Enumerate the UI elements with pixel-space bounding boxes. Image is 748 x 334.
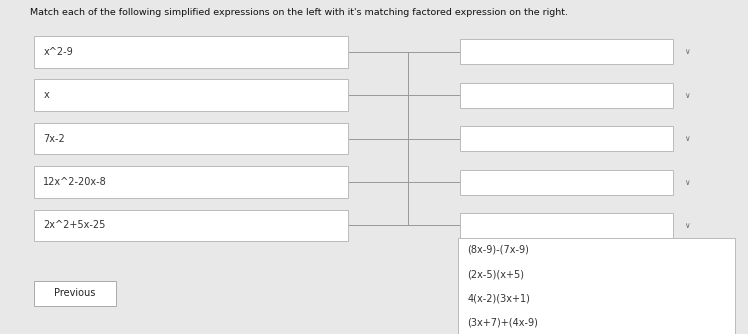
Text: 4(x-2)(3x+1): 4(x-2)(3x+1) bbox=[468, 293, 530, 303]
Text: 12x^2-20x-8: 12x^2-20x-8 bbox=[43, 177, 107, 187]
Text: 2x^2+5x-25: 2x^2+5x-25 bbox=[43, 220, 105, 230]
Text: (2x-5)(x+5): (2x-5)(x+5) bbox=[468, 269, 524, 279]
Bar bbox=[460, 169, 673, 194]
Text: (8x-9)-(7x-9): (8x-9)-(7x-9) bbox=[468, 245, 530, 255]
Bar bbox=[34, 36, 348, 67]
Bar bbox=[458, 238, 735, 334]
Text: (3x+7)+(4x-9): (3x+7)+(4x-9) bbox=[468, 317, 539, 327]
Text: ∨: ∨ bbox=[684, 47, 690, 56]
Text: ∨: ∨ bbox=[684, 134, 690, 143]
Text: ∨: ∨ bbox=[684, 91, 690, 100]
Text: ∨: ∨ bbox=[684, 221, 690, 230]
Bar bbox=[34, 210, 348, 241]
Bar bbox=[34, 281, 116, 306]
Text: Match each of the following simplified expressions on the left with it's matchin: Match each of the following simplified e… bbox=[30, 8, 568, 17]
Text: ∨: ∨ bbox=[684, 178, 690, 186]
Bar bbox=[34, 166, 348, 198]
Text: Previous: Previous bbox=[54, 288, 96, 298]
Bar bbox=[460, 83, 673, 108]
Bar bbox=[460, 213, 673, 238]
Bar bbox=[34, 79, 348, 111]
Bar bbox=[460, 126, 673, 151]
Text: x: x bbox=[43, 90, 49, 100]
Text: 7x-2: 7x-2 bbox=[43, 134, 65, 144]
Bar bbox=[34, 123, 348, 154]
Bar bbox=[460, 39, 673, 64]
Text: x^2-9: x^2-9 bbox=[43, 47, 73, 57]
